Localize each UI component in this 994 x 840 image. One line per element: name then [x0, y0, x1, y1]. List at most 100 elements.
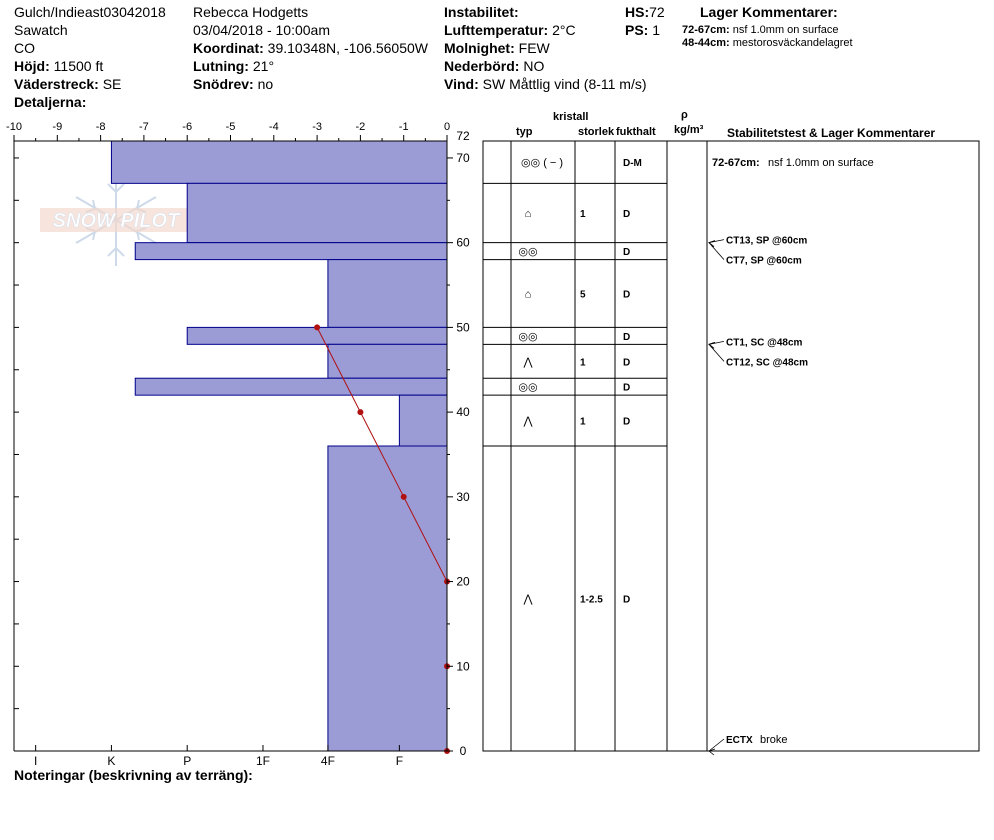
location-name: Gulch/Indieast03042018 [14, 4, 166, 20]
grain-type: ⌂ [525, 289, 532, 301]
temperature-point [400, 493, 407, 500]
moisture: D [623, 383, 630, 394]
state: CO [14, 40, 35, 56]
stability-test-label: ECTX [726, 735, 753, 746]
layer-comment-range: 72-67cm: [712, 157, 760, 169]
temperature-point [357, 409, 364, 416]
grain-type: ⋀ [522, 356, 533, 368]
moisture: D-M [623, 158, 642, 169]
ps-value: 1 [652, 22, 661, 38]
hs-value: 72 [649, 4, 665, 20]
layer-comment-2-text: mestorosväckandelagret [732, 37, 853, 49]
hardness-bar [327, 445, 448, 752]
grain-type: ◎◎ ( − ) [521, 157, 563, 169]
temp-tick-label: -2 [356, 121, 366, 133]
aspect-label: Väderstreck: [14, 76, 99, 92]
chart-axes: -10 -9 -8 -7 -6 -5 -4 -3 -2 -1 001020304050607072I… [6, 121, 470, 768]
hardness-bar [186, 326, 448, 345]
moisture: D [623, 357, 630, 368]
moisture: D [623, 209, 630, 220]
hardness-bars [110, 140, 448, 752]
grain-type: ◎◎ [518, 382, 537, 394]
airtemp-value: 2°C [552, 22, 576, 38]
temp-tick-label: -1 [399, 121, 409, 133]
moisture: D [623, 247, 630, 258]
grain-size: 1 [580, 357, 586, 368]
arrowhead [708, 341, 716, 349]
coord-label: Koordinat: [193, 40, 264, 56]
hs-tick-label: 72 [456, 129, 470, 143]
rho-header: ρ [681, 109, 688, 121]
moisture-header: fukthalt [616, 126, 656, 138]
elevation-value: 11500 ft [53, 58, 104, 74]
snow-height: HS:72 [625, 4, 665, 20]
moisture: D [623, 332, 630, 343]
layer-comment-1: 72-67cm: nsf 1.0mm on surface [682, 24, 839, 37]
grain-size: 1-2.5 [580, 595, 603, 606]
layer-comment-1-text: nsf 1.0mm on surface [732, 24, 839, 36]
hardness-bar [186, 182, 448, 244]
grain-type: ◎◎ [518, 246, 537, 258]
grain-type: ⋀ [522, 416, 533, 428]
temperature-profile [314, 324, 450, 754]
ps-label: PS: [625, 22, 649, 38]
layer-comment-2: 48-44cm: mestorosväckandelagret [682, 37, 853, 50]
details-label: Detaljerna: [14, 94, 87, 110]
coordinates: Koordinat: 39.10348N, -106.56050W [193, 40, 428, 56]
stability-arrow [708, 344, 725, 362]
notes-label: Noteringar (beskrivning av terräng): [14, 767, 253, 783]
arrowhead [708, 240, 716, 247]
precip-label: Nederbörd: [444, 58, 520, 74]
slope-value: 21° [252, 58, 275, 74]
slope: Lutning: 21° [193, 58, 274, 74]
elevation: Höjd: 11500 ft [14, 58, 103, 74]
sky-cover: Molnighet: FEW [444, 40, 550, 56]
height-tick-label: 30 [456, 490, 470, 504]
pit-score: PS: 1 [625, 22, 660, 38]
hardness-bar [327, 343, 448, 379]
grain-type: ⌂ [525, 208, 532, 220]
temp-tick-label: -9 [52, 121, 62, 133]
watermark-banner [40, 208, 192, 232]
type-header: typ [516, 126, 533, 138]
watermark-text: SNOW PILOT [53, 210, 181, 232]
temp-tick-label: -6 [182, 121, 192, 133]
drift-label: Snödrev: [193, 76, 254, 92]
stability-test-label: CT13, SP @60cm [726, 236, 807, 247]
temperature-point [444, 578, 450, 585]
temperature-line [316, 327, 448, 751]
height-tick-label: 0 [460, 744, 467, 758]
hardness-bar [134, 242, 448, 261]
grain-size: 1 [580, 209, 586, 220]
temp-tick-label: -7 [139, 121, 149, 133]
temp-tick-label: -4 [269, 121, 279, 133]
temp-tick-label: -10 [6, 121, 22, 133]
layer-table: ◎◎ ( − ) D-M ⌂ 1 D ◎◎ D ⌂ 5 D ◎◎ D ⋀ 1 D ◎◎ D ⋀ 1 D ⋀ 1-2.5 D 7… [482, 140, 980, 756]
stability-arrow [708, 340, 725, 345]
slope-label: Lutning: [193, 58, 249, 74]
layer-comment-1-range: 72-67cm: [682, 24, 730, 36]
height-tick-label: 60 [456, 236, 470, 250]
coord-value: 39.10348N, -106.56050W [267, 40, 428, 56]
grain-type: ◎◎ [518, 331, 537, 343]
mountain-range: Sawatch [14, 22, 68, 38]
aspect: Väderstreck: SE [14, 76, 121, 92]
hardness-tick-label: 4F [321, 754, 335, 768]
stability-header: Stabilitetstest & Lager Kommentarer [727, 126, 936, 140]
wind: Vind: SW Måttlig vind (8-11 m/s) [444, 76, 647, 92]
hardness-tick-label: P [183, 754, 191, 768]
height-tick-label: 10 [456, 659, 470, 673]
grain-size: 5 [580, 290, 586, 301]
stability-test-label: CT12, SC @48cm [726, 357, 808, 368]
height-tick-label: 50 [456, 320, 470, 334]
precip-value: NO [523, 58, 545, 74]
hardness-bar [398, 394, 448, 447]
stability-test-label: CT7, SP @60cm [726, 256, 802, 267]
temp-tick-label: -8 [96, 121, 106, 133]
aspect-value: SE [102, 76, 122, 92]
air-temperature: Lufttemperatur: 2°C [444, 22, 576, 38]
stability-test-result: broke [760, 734, 788, 746]
height-tick-label: 70 [456, 151, 470, 165]
layer-comment-2-range: 48-44cm: [682, 37, 730, 49]
arrowhead [708, 240, 716, 247]
